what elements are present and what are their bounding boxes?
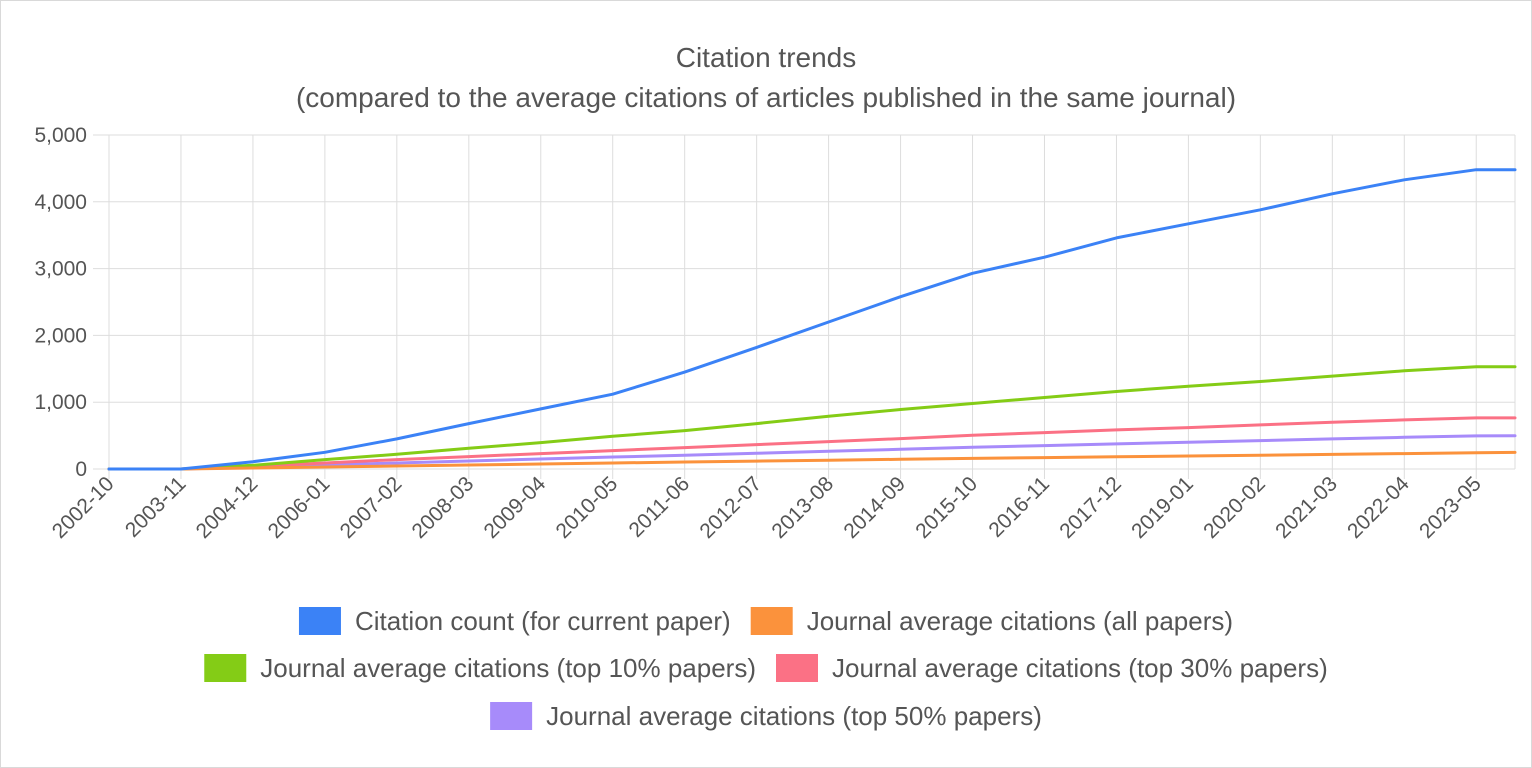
y-tick-label: 3,000: [34, 258, 87, 281]
x-tick-label: 2006-01: [264, 472, 335, 543]
legend-swatch: [204, 654, 247, 682]
legend-swatch: [776, 654, 818, 682]
x-tick-label: 2017-12: [1055, 472, 1126, 543]
grid: [93, 134, 1516, 479]
y-tick-label: 1,000: [34, 391, 87, 414]
legend-label: Citation count (for current paper): [355, 606, 731, 636]
x-tick-label: 2014-09: [839, 472, 910, 543]
legend-label: Journal average citations (top 10% paper…: [260, 653, 756, 683]
series-line: [107, 450, 1517, 471]
y-tick-label: 4,000: [34, 191, 87, 214]
series-line: [107, 365, 1517, 471]
chart-title: Citation trends: [676, 42, 857, 73]
x-tick-label: 2002-10: [48, 472, 119, 543]
series-line: [107, 168, 1517, 471]
series-line: [107, 416, 1517, 471]
x-tick-label: 2022-04: [1343, 472, 1414, 543]
legend-swatch: [490, 702, 533, 730]
x-tick-label: 2019-01: [1127, 472, 1198, 543]
legend-label: Journal average citations (top 50% paper…: [546, 701, 1042, 731]
x-tick-label: 2009-04: [480, 472, 551, 543]
x-axis: 2002-10 2003-11 2004-12 2006-01 2007-02 2008-…: [48, 472, 1486, 543]
y-tick-label: 2,000: [34, 324, 87, 347]
series-line: [107, 434, 1517, 471]
x-tick-label: 2016-11: [984, 472, 1054, 542]
x-tick-label: 2021-03: [1271, 472, 1342, 543]
x-tick-label: 2011-06: [625, 472, 695, 542]
chart-subtitle: (compared to the average citations of ar…: [296, 82, 1236, 113]
legend: Citation count (for current paper) Journa…: [204, 606, 1328, 731]
legend-label: Journal average citations (top 30% paper…: [832, 653, 1328, 683]
x-tick-label: 2010-05: [551, 472, 622, 543]
x-tick-label: 2012-07: [695, 472, 766, 543]
x-tick-label: 2004-12: [192, 472, 263, 543]
x-tick-label: 2023-05: [1415, 472, 1486, 543]
x-tick-label: 2015-10: [911, 472, 982, 543]
x-tick-label: 2020-02: [1199, 472, 1270, 543]
y-tick-label: 0: [75, 458, 87, 481]
x-tick-label: 2003-11: [121, 472, 191, 542]
legend-swatch: [298, 607, 341, 635]
x-tick-label: 2008-03: [408, 472, 479, 543]
x-tick-label: 2007-02: [336, 472, 407, 543]
series-lines: [107, 168, 1517, 471]
x-tick-label: 2013-08: [767, 472, 838, 543]
y-axis: 0 1,000 2,000 3,000 4,000 5,000: [34, 124, 87, 481]
legend-swatch: [750, 607, 793, 635]
legend-label: Journal average citations (all papers): [807, 606, 1233, 636]
y-tick-label: 5,000: [34, 124, 87, 147]
